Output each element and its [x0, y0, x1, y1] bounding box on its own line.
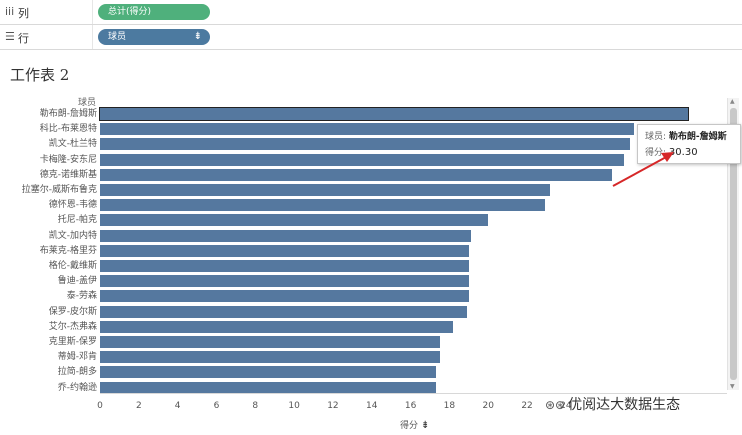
- category-label[interactable]: 布莱克-格里芬: [39, 245, 97, 256]
- category-label[interactable]: 卡梅隆-安东尼: [39, 154, 97, 165]
- category-label[interactable]: 格伦-戴维斯: [48, 261, 97, 271]
- category-label[interactable]: 托尼-帕克: [57, 215, 97, 226]
- rows-shelf-icon: ☰: [5, 30, 15, 43]
- category-label[interactable]: 凯文-加内特: [48, 230, 97, 241]
- shelf-divider: [92, 0, 93, 24]
- x-tick-label: 0: [97, 401, 103, 411]
- x-axis-line: [100, 393, 727, 394]
- category-label[interactable]: 艾尔-杰弗森: [48, 321, 97, 332]
- category-label[interactable]: 凯文-杜兰特: [48, 139, 97, 150]
- x-tick-label: 22: [521, 401, 533, 411]
- rows-shelf: ☰ 行 球员 ⇟: [0, 25, 742, 50]
- bar[interactable]: [100, 138, 630, 151]
- bar[interactable]: [100, 244, 469, 257]
- category-label[interactable]: 拉塞尔-威斯布鲁克: [21, 185, 97, 195]
- bar[interactable]: [100, 290, 469, 303]
- x-tick-label: 18: [443, 401, 456, 411]
- bar[interactable]: [100, 366, 436, 379]
- x-axis-title[interactable]: 得分 ⇟: [400, 418, 429, 431]
- scroll-up-icon[interactable]: ▲: [730, 98, 735, 105]
- category-label[interactable]: 勒布朗-詹姆斯: [39, 109, 97, 119]
- bar[interactable]: [100, 351, 440, 364]
- bar[interactable]: [100, 320, 454, 333]
- x-tick-label: 16: [404, 401, 417, 411]
- x-axis-title-text: 得分: [400, 421, 419, 431]
- tooltip: 球员: 勒布朗-詹姆斯 得分: 30.30: [637, 124, 741, 164]
- tooltip-value-score: 30.30: [668, 147, 698, 158]
- sheet-title: 工作表 2: [10, 66, 70, 84]
- category-label[interactable]: 蒂姆-邓肯: [57, 352, 97, 363]
- wechat-icon: ⊛⊛: [545, 398, 566, 412]
- category-label[interactable]: 拉简-朗多: [57, 367, 97, 378]
- row-header[interactable]: 球员: [77, 98, 96, 108]
- player-pill-label: 球员: [108, 32, 127, 42]
- x-tick-label: 20: [482, 401, 494, 411]
- category-label[interactable]: 泰-劳森: [66, 291, 97, 302]
- bar[interactable]: [100, 153, 625, 166]
- player-pill[interactable]: 球员 ⇟: [98, 29, 210, 45]
- category-label[interactable]: 保罗-皮尔斯: [48, 306, 97, 317]
- bar[interactable]: [100, 275, 469, 288]
- shelf-divider: [92, 25, 93, 49]
- columns-shelf: iii 列 总计(得分): [0, 0, 742, 25]
- category-label[interactable]: 德克-诺维斯基: [39, 169, 97, 180]
- x-tick-label: 8: [252, 401, 259, 411]
- scrollbar-thumb[interactable]: [730, 108, 737, 380]
- category-label[interactable]: 鲁迪-盖伊: [57, 276, 97, 287]
- columns-shelf-label: 列: [18, 7, 29, 20]
- watermark: ⊛⊛ 优阅达大数据生态: [545, 394, 680, 414]
- scroll-down-icon[interactable]: ▼: [730, 383, 735, 390]
- bar[interactable]: [100, 336, 440, 348]
- sort-icon[interactable]: ⇟: [193, 31, 202, 42]
- sum-score-pill[interactable]: 总计(得分): [98, 4, 210, 20]
- x-tick-label: 12: [327, 401, 339, 411]
- tooltip-value-player: 勒布朗-詹姆斯: [668, 132, 727, 142]
- sort-icon[interactable]: ⇟: [421, 420, 430, 431]
- x-tick-label: 2: [135, 401, 142, 411]
- bar[interactable]: [98, 107, 690, 121]
- watermark-text: 优阅达大数据生态: [568, 397, 681, 413]
- tooltip-label-player: 球员:: [645, 132, 667, 142]
- columns-shelf-icon: iii: [5, 5, 15, 18]
- x-tick-label: 24: [560, 401, 572, 411]
- bar[interactable]: [100, 381, 436, 394]
- category-label[interactable]: 克里斯-保罗: [48, 337, 97, 347]
- bar[interactable]: [100, 199, 545, 212]
- category-label[interactable]: 科比-布莱恩特: [39, 124, 97, 135]
- sum-score-pill-label: 总计(得分): [108, 7, 152, 17]
- bar[interactable]: [100, 168, 613, 181]
- bar[interactable]: [100, 229, 471, 242]
- category-label[interactable]: 德怀恩-韦德: [48, 200, 97, 211]
- bar[interactable]: [100, 184, 551, 196]
- x-tick-label: 14: [366, 401, 378, 411]
- tooltip-label-score: 得分:: [645, 148, 667, 158]
- category-label[interactable]: 乔-约翰逊: [57, 382, 97, 393]
- bar[interactable]: [100, 305, 467, 318]
- rows-shelf-label: 行: [18, 32, 29, 45]
- x-tick-label: 10: [288, 401, 300, 411]
- bar[interactable]: [100, 123, 634, 136]
- bar[interactable]: [100, 214, 489, 227]
- bar[interactable]: [100, 260, 469, 272]
- x-tick-label: 6: [213, 401, 220, 411]
- vertical-scrollbar[interactable]: ▲ ▼: [727, 98, 739, 390]
- x-tick-label: 4: [174, 401, 181, 411]
